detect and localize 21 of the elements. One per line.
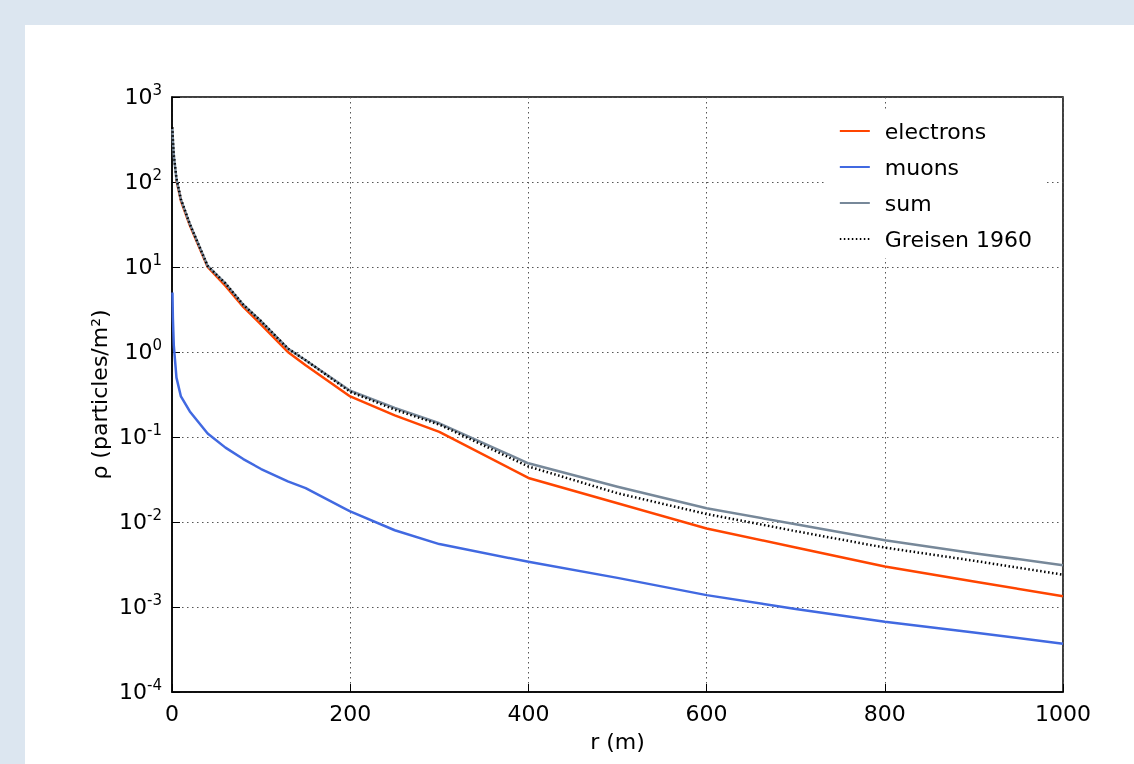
legend-label: electrons <box>884 118 987 144</box>
y-axis-title: ρ (particles/m²) <box>86 309 112 480</box>
x-tick-label: 0 <box>165 700 179 726</box>
y-tick-label: 10$^{1}$ <box>124 251 162 281</box>
y-tick-label: 10$^{-4}$ <box>119 676 162 706</box>
y-tick-label: 10$^{0}$ <box>124 336 162 366</box>
y-tick-label: 10$^{-2}$ <box>119 506 162 536</box>
legend-label: muons <box>884 154 960 180</box>
x-tick-label: 400 <box>507 700 550 726</box>
x-tick-label: 600 <box>685 700 728 726</box>
y-tick-label: 10$^{-1}$ <box>119 421 162 451</box>
legend-label: Greisen 1960 <box>884 226 1033 252</box>
x-tick-label: 800 <box>863 700 906 726</box>
x-tick-label: 200 <box>329 700 372 726</box>
x-axis-title: r (m) <box>590 728 645 754</box>
y-tick-label: 10$^{3}$ <box>124 81 162 111</box>
y-tick-label: 10$^{2}$ <box>124 166 162 196</box>
x-tick-label: 1000 <box>1035 700 1091 726</box>
y-tick-label: 10$^{-3}$ <box>119 591 162 621</box>
line-series <box>171 291 1065 645</box>
legend-label: sum <box>884 190 932 216</box>
